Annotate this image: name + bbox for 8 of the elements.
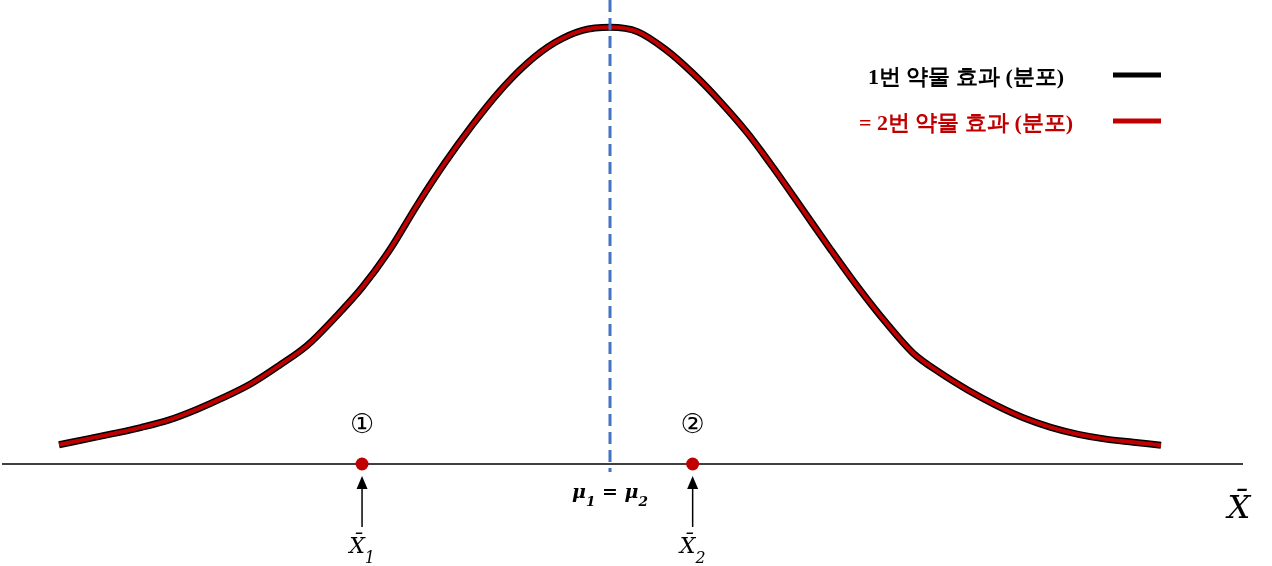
x-tick-label: X̄$_{2}$ [677, 531, 706, 566]
annotation: ② [680, 407, 705, 439]
x-tick-label: μ$_{1}$ = μ$_{2}$ [571, 480, 649, 509]
annotation: ① [349, 407, 375, 439]
x-tick-label: X̄$_{1}$ [347, 531, 375, 566]
x-axis-title: X̄ [1224, 488, 1252, 526]
legend-label: = 2번 약물 효과 (분포) [858, 109, 1074, 135]
legend-label: 1번 약물 효과 (분포) [867, 63, 1065, 89]
